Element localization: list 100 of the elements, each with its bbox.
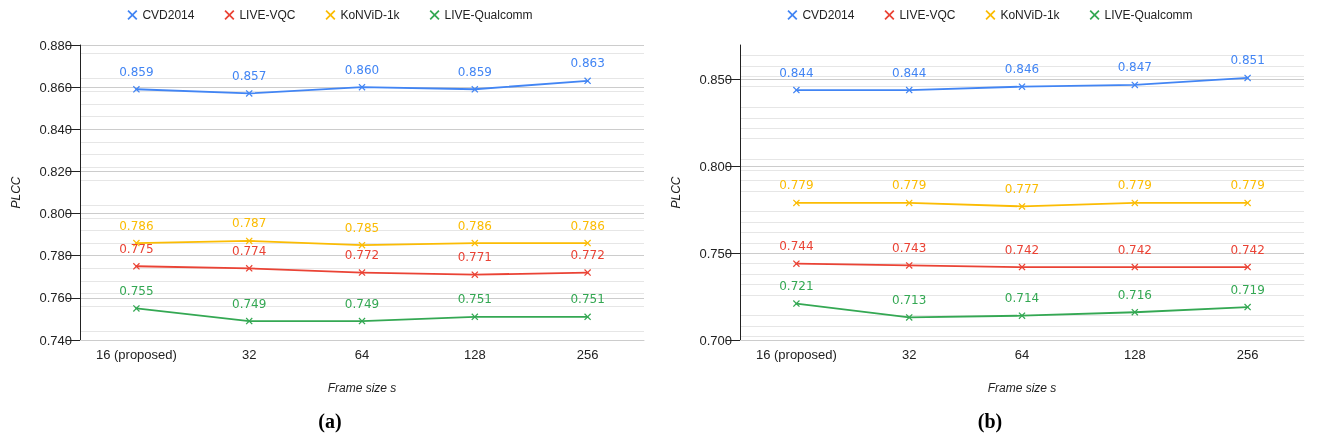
y-axis-title: PLCC bbox=[669, 176, 683, 209]
point bbox=[1131, 308, 1139, 316]
point bbox=[584, 269, 592, 277]
data-label: 0.713 bbox=[892, 292, 927, 307]
x-tick-label: 128 bbox=[463, 347, 486, 362]
data-label: 0.772 bbox=[344, 248, 380, 263]
point bbox=[1244, 263, 1252, 271]
data-label: 0.857 bbox=[232, 68, 267, 83]
data-label: 0.860 bbox=[344, 62, 380, 77]
data-label: 0.777 bbox=[1004, 181, 1040, 196]
data-label: 0.779 bbox=[1117, 178, 1152, 193]
point bbox=[132, 304, 140, 312]
legend-label: CVD2014 bbox=[802, 8, 855, 22]
point bbox=[471, 271, 479, 279]
point bbox=[792, 86, 800, 94]
legend-label: CVD2014 bbox=[142, 8, 195, 22]
data-label: 0.859 bbox=[119, 64, 154, 79]
point bbox=[245, 237, 253, 245]
data-label: 0.786 bbox=[457, 218, 492, 233]
y-tick-label: 0.820 bbox=[39, 163, 72, 179]
point bbox=[132, 262, 140, 270]
data-label: 0.755 bbox=[119, 283, 154, 298]
data-label: 0.774 bbox=[232, 243, 267, 258]
point bbox=[905, 261, 913, 269]
y-tick-label: 0.880 bbox=[39, 37, 72, 53]
data-label: 0.751 bbox=[457, 292, 492, 307]
data-label: 0.779 bbox=[892, 178, 927, 193]
data-label: 0.719 bbox=[1230, 282, 1265, 297]
data-label: 0.714 bbox=[1004, 291, 1040, 306]
y-tick-label: 0.800 bbox=[699, 158, 732, 174]
legend-label: LIVE-VQC bbox=[239, 8, 296, 22]
data-label: 0.779 bbox=[779, 178, 814, 193]
data-label: 0.742 bbox=[1230, 242, 1265, 257]
point bbox=[584, 77, 592, 85]
data-label: 0.772 bbox=[570, 248, 605, 263]
point bbox=[905, 86, 913, 94]
point bbox=[471, 313, 479, 321]
point bbox=[358, 269, 366, 277]
point bbox=[792, 260, 800, 268]
data-label: 0.863 bbox=[570, 56, 605, 71]
legend-label: LIVE-Qualcomm bbox=[444, 8, 533, 22]
point bbox=[1131, 263, 1139, 271]
data-label: 0.742 bbox=[1117, 242, 1152, 257]
point bbox=[1244, 199, 1252, 207]
y-tick-label: 0.700 bbox=[699, 332, 732, 348]
x-tick-label: 16 (proposed) bbox=[95, 347, 177, 362]
point bbox=[792, 199, 800, 207]
text: (b) bbox=[977, 410, 1003, 433]
x-tick-label: 64 bbox=[1014, 347, 1030, 362]
point bbox=[1018, 83, 1026, 91]
data-label: 0.844 bbox=[779, 65, 814, 80]
point bbox=[245, 264, 253, 272]
point bbox=[584, 239, 592, 247]
legend-label: LIVE-Qualcomm bbox=[1104, 8, 1193, 22]
data-label: 0.779 bbox=[1230, 178, 1265, 193]
x-axis-title: Frame size s bbox=[987, 381, 1057, 395]
x-tick-label: 64 bbox=[354, 347, 370, 362]
x-tick-label: 16 (proposed) bbox=[755, 347, 837, 362]
y-tick-label: 0.780 bbox=[39, 248, 72, 264]
data-label: 0.786 bbox=[119, 218, 154, 233]
y-axis-title: PLCC bbox=[9, 176, 23, 209]
x-tick-label: 256 bbox=[576, 347, 599, 362]
point bbox=[1244, 303, 1252, 311]
point bbox=[1131, 199, 1139, 207]
point bbox=[905, 313, 913, 321]
point bbox=[471, 85, 479, 93]
y-tick-label: 0.800 bbox=[39, 206, 72, 222]
data-label: 0.847 bbox=[1117, 60, 1152, 75]
point bbox=[245, 317, 253, 325]
data-label: 0.846 bbox=[1004, 62, 1040, 77]
x-tick-label: 256 bbox=[1236, 347, 1259, 362]
x-tick-label: 32 bbox=[901, 347, 917, 362]
legend-label: KoNViD-1k bbox=[1000, 8, 1061, 22]
data-label: 0.785 bbox=[344, 220, 380, 235]
y-tick-label: 0.850 bbox=[699, 72, 732, 88]
legend-label: KoNViD-1k bbox=[340, 8, 401, 22]
data-label: 0.775 bbox=[119, 241, 154, 256]
y-tick-label: 0.860 bbox=[39, 79, 72, 95]
x-axis-title: Frame size s bbox=[327, 381, 397, 395]
point bbox=[1131, 81, 1139, 89]
text: (a) bbox=[318, 410, 342, 433]
data-label: 0.844 bbox=[892, 65, 927, 80]
data-label: 0.851 bbox=[1230, 53, 1265, 68]
data-label: 0.721 bbox=[779, 279, 814, 294]
point bbox=[358, 241, 366, 249]
point bbox=[132, 85, 140, 93]
point bbox=[584, 313, 592, 321]
data-label: 0.751 bbox=[570, 292, 605, 307]
point bbox=[1244, 74, 1252, 82]
point bbox=[471, 239, 479, 247]
y-tick-label: 0.740 bbox=[39, 332, 72, 348]
point bbox=[245, 89, 253, 97]
data-label: 0.859 bbox=[457, 64, 492, 79]
x-tick-label: 32 bbox=[241, 347, 257, 362]
point bbox=[905, 199, 913, 207]
data-label: 0.744 bbox=[779, 239, 814, 254]
data-label: 0.742 bbox=[1004, 242, 1040, 257]
data-label: 0.749 bbox=[344, 296, 380, 311]
point bbox=[792, 300, 800, 308]
y-tick-label: 0.840 bbox=[39, 121, 72, 137]
